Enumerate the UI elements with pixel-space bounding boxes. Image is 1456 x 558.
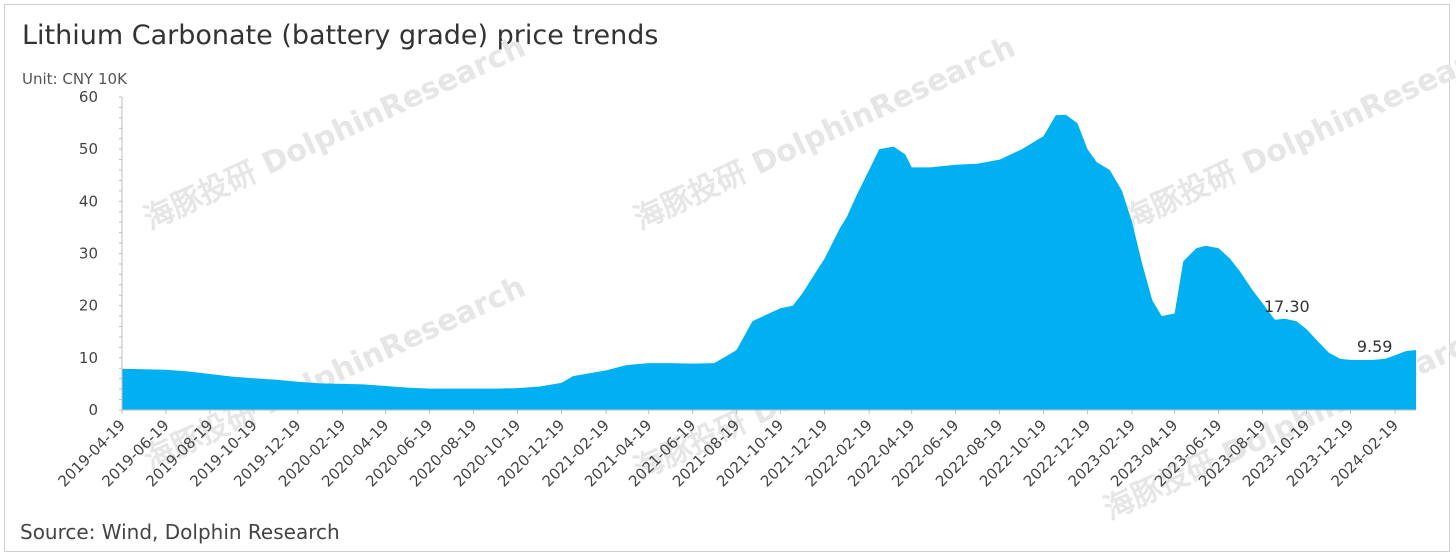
y-tick-label: 60 [79,88,98,106]
watermark-text: 海豚投研 DolphinResearch [1119,29,1456,237]
y-tick-label: 0 [88,401,98,419]
data-label: 9.59 [1357,337,1393,356]
source-label: Source: Wind, Dolphin Research [20,520,340,544]
watermark-text: 海豚投研 DolphinResearch [139,29,531,237]
y-tick-label: 40 [79,192,98,210]
price-area [122,114,1416,410]
y-tick-label: 50 [79,140,98,158]
y-tick-label: 30 [79,245,98,263]
unit-label: Unit: CNY 10K [22,70,127,88]
y-tick-label: 20 [79,297,98,315]
y-tick-label: 10 [79,349,98,367]
chart-title: Lithium Carbonate (battery grade) price … [22,20,659,51]
data-label: 17.30 [1264,297,1310,316]
